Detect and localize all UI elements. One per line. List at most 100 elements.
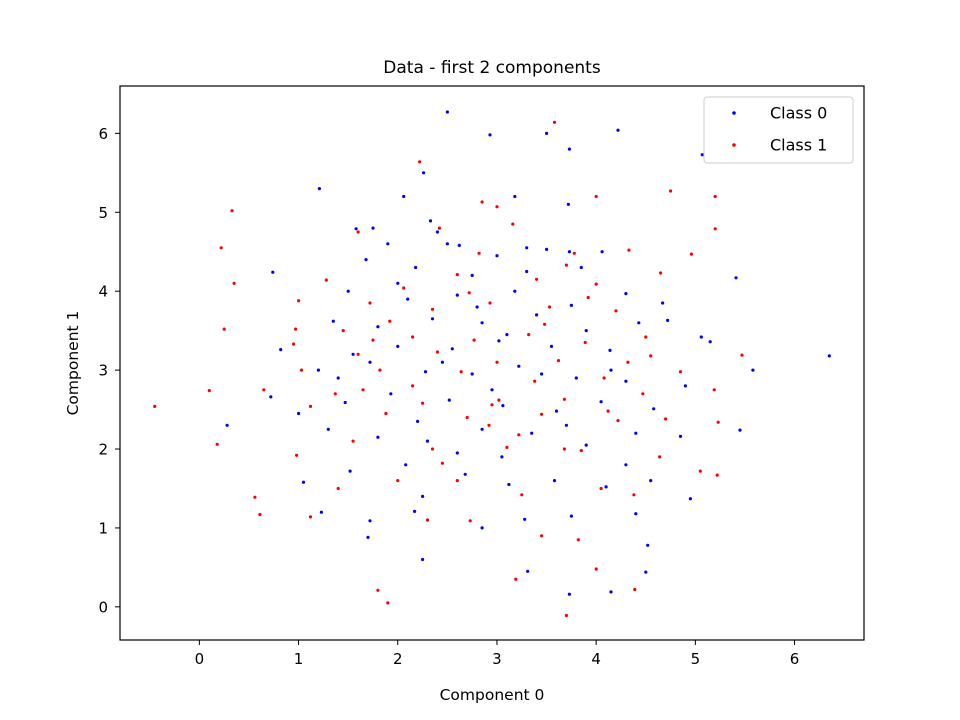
data-point <box>554 409 559 413</box>
data-point <box>520 493 524 497</box>
data-point <box>712 388 716 392</box>
data-point <box>689 252 694 256</box>
data-point <box>678 370 683 374</box>
data-point <box>396 344 400 348</box>
data-point <box>430 317 435 321</box>
data-point <box>341 329 345 333</box>
data-point <box>295 453 299 457</box>
data-point <box>376 588 380 592</box>
data-point <box>477 251 481 255</box>
data-point <box>230 209 234 213</box>
data-point <box>386 601 390 605</box>
x-tick-label: 0 <box>195 650 205 668</box>
data-point <box>376 325 380 329</box>
data-point <box>523 517 527 521</box>
data-point <box>664 417 668 421</box>
data-point <box>569 303 574 307</box>
data-point <box>567 250 572 254</box>
data-point <box>440 360 444 364</box>
data-point <box>616 419 620 423</box>
data-point <box>331 319 335 323</box>
data-point <box>609 368 613 372</box>
data-point <box>626 360 630 364</box>
data-point <box>562 447 567 451</box>
data-point <box>371 226 375 230</box>
data-point <box>333 392 337 396</box>
data-point <box>497 398 501 402</box>
data-point <box>366 535 370 540</box>
data-point <box>488 133 492 137</box>
points-layer <box>153 110 831 618</box>
data-point <box>517 364 521 368</box>
data-point <box>389 392 393 396</box>
data-point <box>225 423 229 427</box>
x-tick-label: 1 <box>294 650 304 668</box>
data-point <box>649 479 653 483</box>
data-point <box>734 276 738 280</box>
chart-title: Data - first 2 components <box>383 58 601 78</box>
data-point <box>455 273 459 277</box>
data-point <box>543 322 547 326</box>
data-point <box>371 338 375 342</box>
data-point <box>661 301 665 305</box>
y-tick-label: 6 <box>98 125 108 143</box>
data-point <box>552 120 557 124</box>
data-point <box>396 281 400 285</box>
legend: Class 0 Class 1 <box>703 96 854 164</box>
data-point <box>356 230 360 234</box>
data-point <box>384 411 388 416</box>
data-point <box>583 340 587 345</box>
y-tick-label: 2 <box>98 441 108 459</box>
data-point <box>348 469 352 473</box>
data-point <box>495 360 499 364</box>
data-point <box>411 335 415 339</box>
data-point <box>624 463 628 467</box>
data-point <box>574 376 578 380</box>
data-point <box>262 388 266 392</box>
data-point <box>421 401 425 405</box>
y-tick-label: 3 <box>98 362 108 380</box>
data-point <box>435 230 439 234</box>
data-point <box>535 313 539 317</box>
data-point <box>416 419 420 423</box>
data-point <box>678 434 683 438</box>
data-point <box>490 403 494 407</box>
data-point <box>153 404 157 408</box>
data-point <box>740 353 744 357</box>
data-point <box>435 350 439 354</box>
data-point <box>480 200 484 204</box>
data-point <box>594 194 598 199</box>
data-point <box>294 327 298 331</box>
data-point <box>716 420 720 424</box>
data-point <box>324 278 328 282</box>
data-point <box>713 194 717 199</box>
data-point <box>505 445 509 449</box>
data-point <box>445 242 449 246</box>
data-point <box>480 526 484 530</box>
data-point <box>447 398 451 402</box>
data-point <box>351 439 355 443</box>
data-point <box>564 263 569 267</box>
data-point <box>540 534 544 538</box>
data-point <box>421 494 425 498</box>
data-point <box>572 251 576 255</box>
data-point <box>700 153 704 157</box>
data-point <box>545 131 549 135</box>
data-point <box>368 519 372 523</box>
data-point <box>497 339 501 343</box>
data-point <box>556 359 561 363</box>
data-point <box>501 404 505 408</box>
legend-marker <box>732 143 736 147</box>
data-point <box>600 250 604 254</box>
data-point <box>526 569 530 573</box>
data-point <box>219 246 223 250</box>
data-point <box>437 226 441 230</box>
data-point <box>425 518 430 522</box>
data-point <box>488 301 492 305</box>
data-point <box>530 431 534 435</box>
data-point <box>513 289 517 293</box>
data-point <box>564 423 569 427</box>
data-point <box>495 205 499 209</box>
legend-label: Class 1 <box>770 136 827 155</box>
y-tick-label: 0 <box>98 598 108 616</box>
